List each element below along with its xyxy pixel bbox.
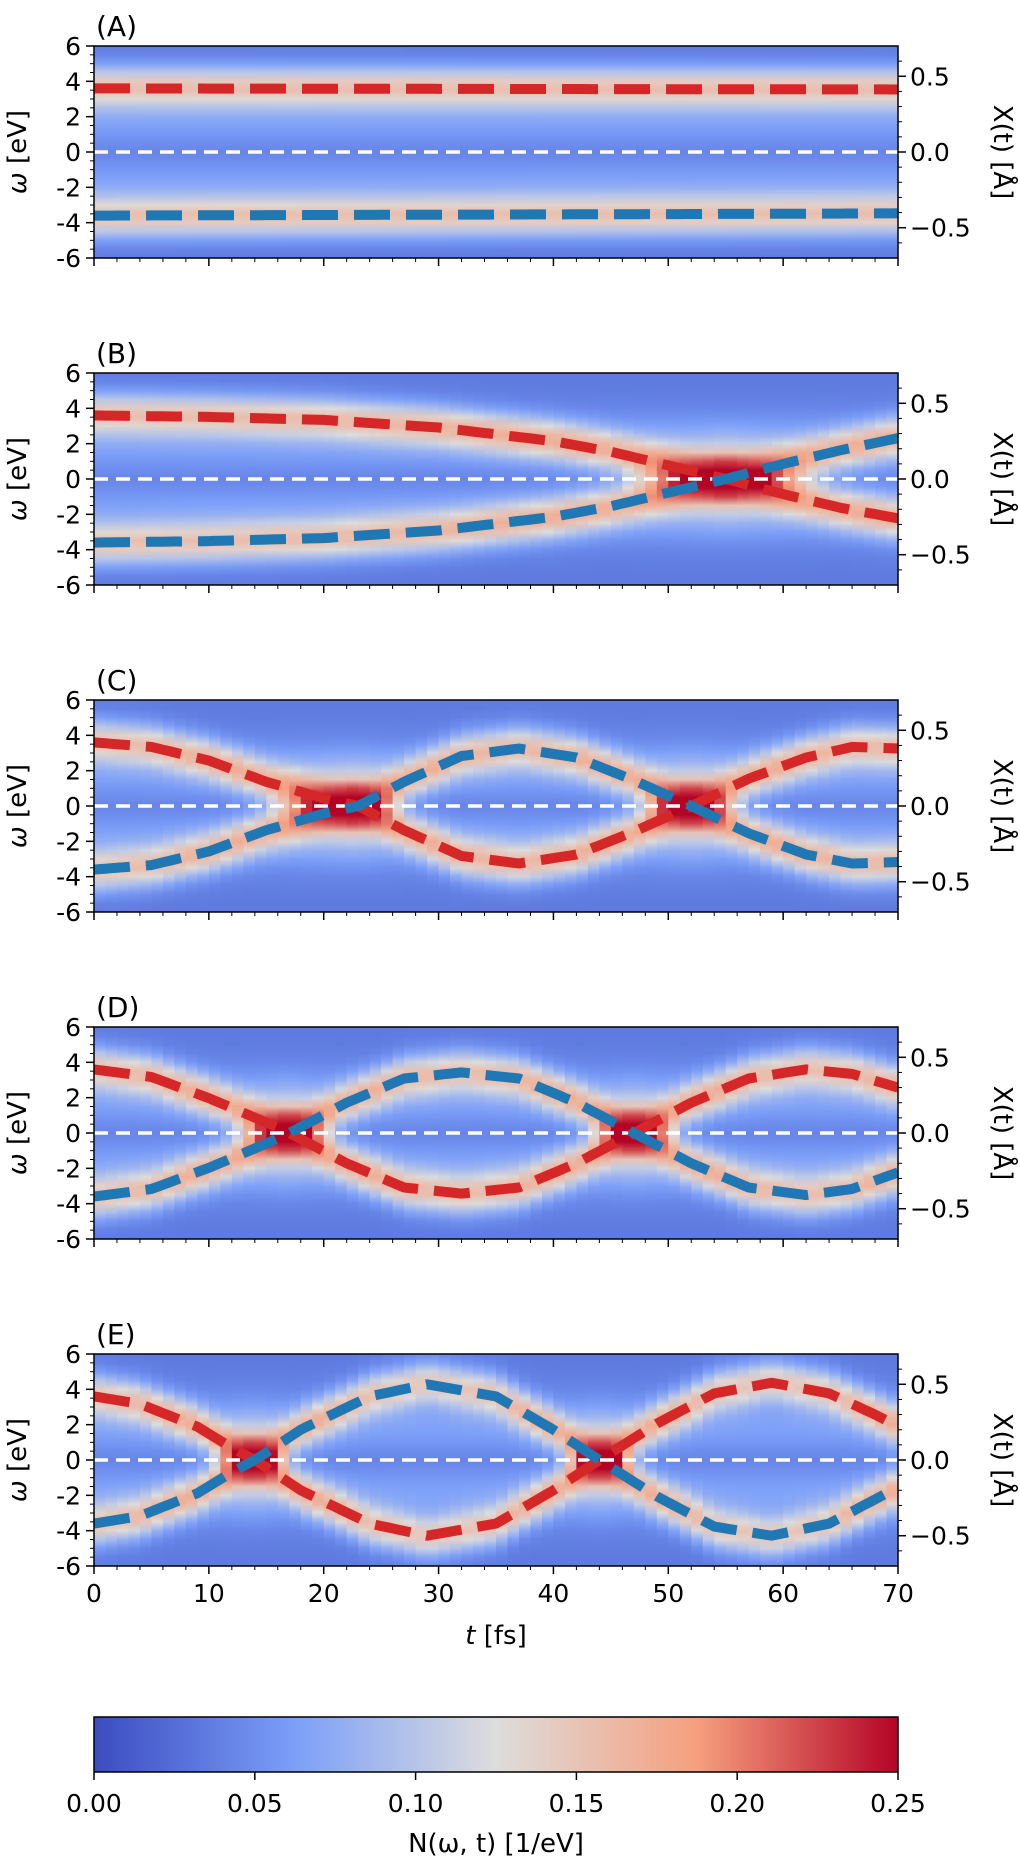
figure: (A)6420-2-4-6ω [eV]0.50.0−0.5X(t) [Å](B)… bbox=[3, 10, 1019, 1858]
